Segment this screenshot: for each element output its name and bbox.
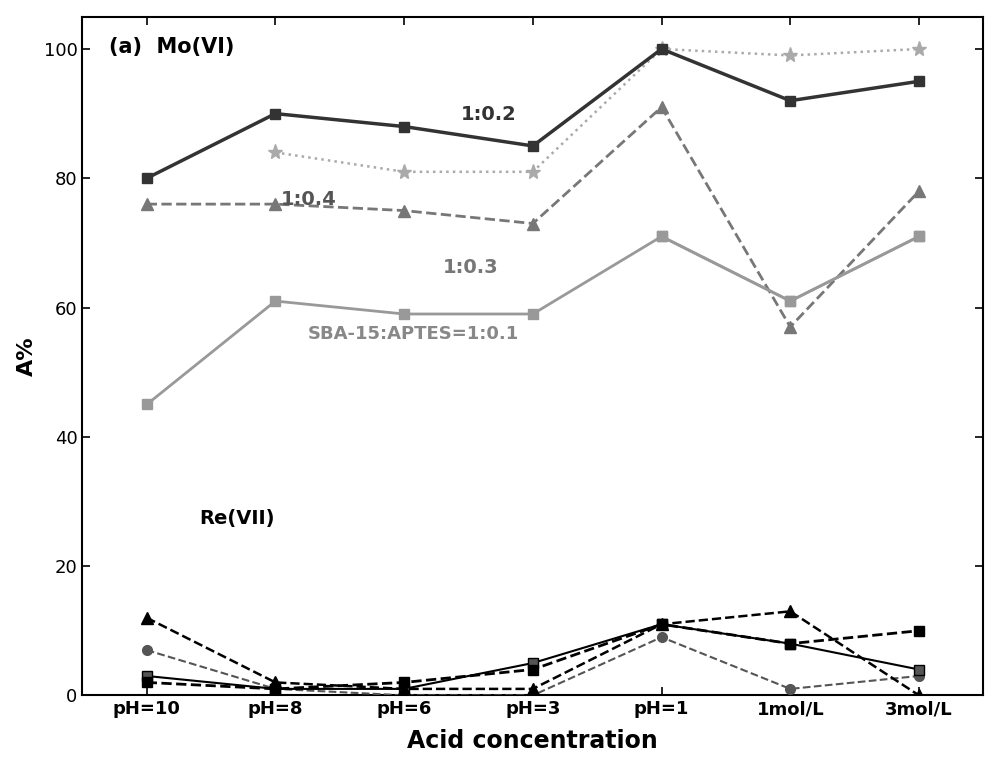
Text: 1:0.4: 1:0.4 xyxy=(281,189,336,209)
Y-axis label: A%: A% xyxy=(17,336,37,376)
Text: SBA-15:APTES=1:0.1: SBA-15:APTES=1:0.1 xyxy=(308,326,519,343)
Text: 1:0.2: 1:0.2 xyxy=(461,105,517,124)
Text: Re(VII): Re(VII) xyxy=(199,509,275,527)
Text: 1:0.3: 1:0.3 xyxy=(443,258,498,276)
Text: (a)  Mo(VI): (a) Mo(VI) xyxy=(109,37,235,57)
X-axis label: Acid concentration: Acid concentration xyxy=(407,729,658,753)
